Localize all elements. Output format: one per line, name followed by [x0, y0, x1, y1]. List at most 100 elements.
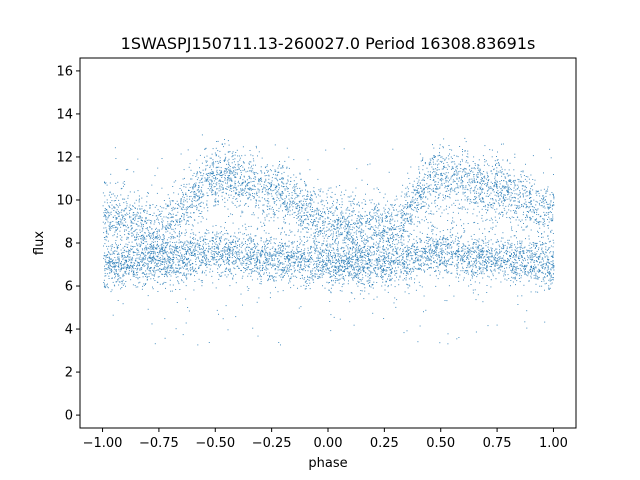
scatter-point [515, 210, 517, 212]
scatter-point [139, 231, 141, 233]
scatter-point [161, 249, 163, 251]
scatter-point [391, 238, 393, 239]
scatter-point [336, 202, 338, 204]
scatter-point [137, 261, 139, 263]
scatter-point [277, 167, 279, 169]
scatter-point [274, 258, 275, 260]
scatter-point [140, 261, 142, 262]
scatter-point [363, 284, 365, 286]
scatter-point [105, 231, 107, 233]
scatter-point [215, 201, 217, 203]
scatter-point [150, 272, 152, 274]
scatter-point [467, 247, 469, 249]
scatter-point [205, 165, 207, 167]
scatter-point [432, 187, 434, 189]
scatter-point [138, 225, 140, 227]
scatter-point [300, 203, 302, 205]
scatter-point [229, 269, 231, 271]
scatter-point [504, 176, 506, 178]
scatter-point [122, 284, 124, 286]
scatter-point [277, 245, 279, 247]
scatter-point [339, 233, 341, 235]
scatter-point [162, 226, 164, 228]
scatter-point [543, 202, 545, 204]
scatter-point [232, 253, 234, 255]
scatter-point [395, 234, 397, 235]
scatter-point [135, 199, 137, 201]
scatter-point [406, 330, 408, 332]
scatter-point [288, 223, 290, 225]
scatter-point [292, 201, 293, 203]
scatter-point [486, 268, 488, 270]
scatter-point [233, 171, 235, 173]
scatter-point [524, 266, 526, 268]
scatter-point [427, 236, 429, 238]
scatter-point [244, 204, 245, 206]
scatter-point [178, 219, 180, 221]
scatter-point [430, 177, 432, 178]
scatter-point [186, 209, 187, 211]
scatter-point [303, 221, 304, 223]
scatter-point [480, 267, 482, 269]
scatter-point [455, 254, 456, 256]
scatter-point [161, 218, 163, 220]
scatter-point [197, 344, 199, 346]
scatter-point [288, 234, 290, 236]
scatter-point [337, 267, 339, 269]
scatter-point [506, 249, 507, 251]
scatter-point [452, 258, 454, 260]
scatter-point [438, 169, 440, 171]
scatter-point [337, 255, 339, 257]
scatter-point [143, 235, 145, 237]
scatter-point [490, 266, 492, 268]
scatter-point [232, 253, 233, 255]
scatter-point [289, 259, 291, 261]
scatter-point [432, 168, 434, 170]
scatter-point [260, 170, 262, 172]
scatter-point [405, 270, 407, 272]
scatter-point [309, 276, 310, 278]
scatter-point [487, 325, 489, 327]
scatter-point [514, 156, 516, 158]
scatter-point [360, 255, 362, 256]
scatter-point [215, 235, 217, 237]
scatter-point [190, 259, 192, 261]
scatter-point [365, 257, 366, 259]
scatter-point [173, 269, 175, 271]
scatter-point [398, 256, 400, 258]
scatter-point [151, 251, 153, 252]
scatter-point [197, 246, 199, 248]
scatter-point [195, 264, 197, 266]
scatter-point [164, 251, 166, 253]
scatter-point [274, 243, 276, 245]
scatter-point [460, 168, 462, 169]
scatter-point [466, 173, 468, 175]
scatter-point [229, 178, 231, 180]
scatter-point [132, 218, 134, 220]
scatter-point [420, 203, 422, 205]
scatter-point [113, 206, 115, 208]
scatter-point [311, 195, 313, 197]
scatter-point [267, 274, 269, 276]
scatter-point [118, 259, 120, 261]
scatter-point [468, 198, 470, 200]
scatter-point [425, 247, 427, 249]
scatter-point [136, 244, 138, 246]
scatter-point [394, 259, 396, 261]
scatter-point [505, 187, 507, 189]
scatter-point [138, 243, 140, 245]
scatter-point [547, 213, 549, 215]
scatter-point [219, 243, 221, 245]
scatter-point [148, 252, 149, 254]
scatter-point [451, 187, 453, 189]
scatter-point [331, 265, 333, 267]
scatter-point [482, 271, 484, 273]
scatter-point [354, 248, 356, 250]
scatter-point [365, 275, 367, 277]
scatter-point [120, 226, 122, 228]
scatter-point [418, 191, 420, 193]
scatter-point [473, 174, 475, 176]
scatter-point [259, 262, 261, 264]
scatter-point [205, 180, 207, 182]
scatter-point [172, 259, 174, 261]
